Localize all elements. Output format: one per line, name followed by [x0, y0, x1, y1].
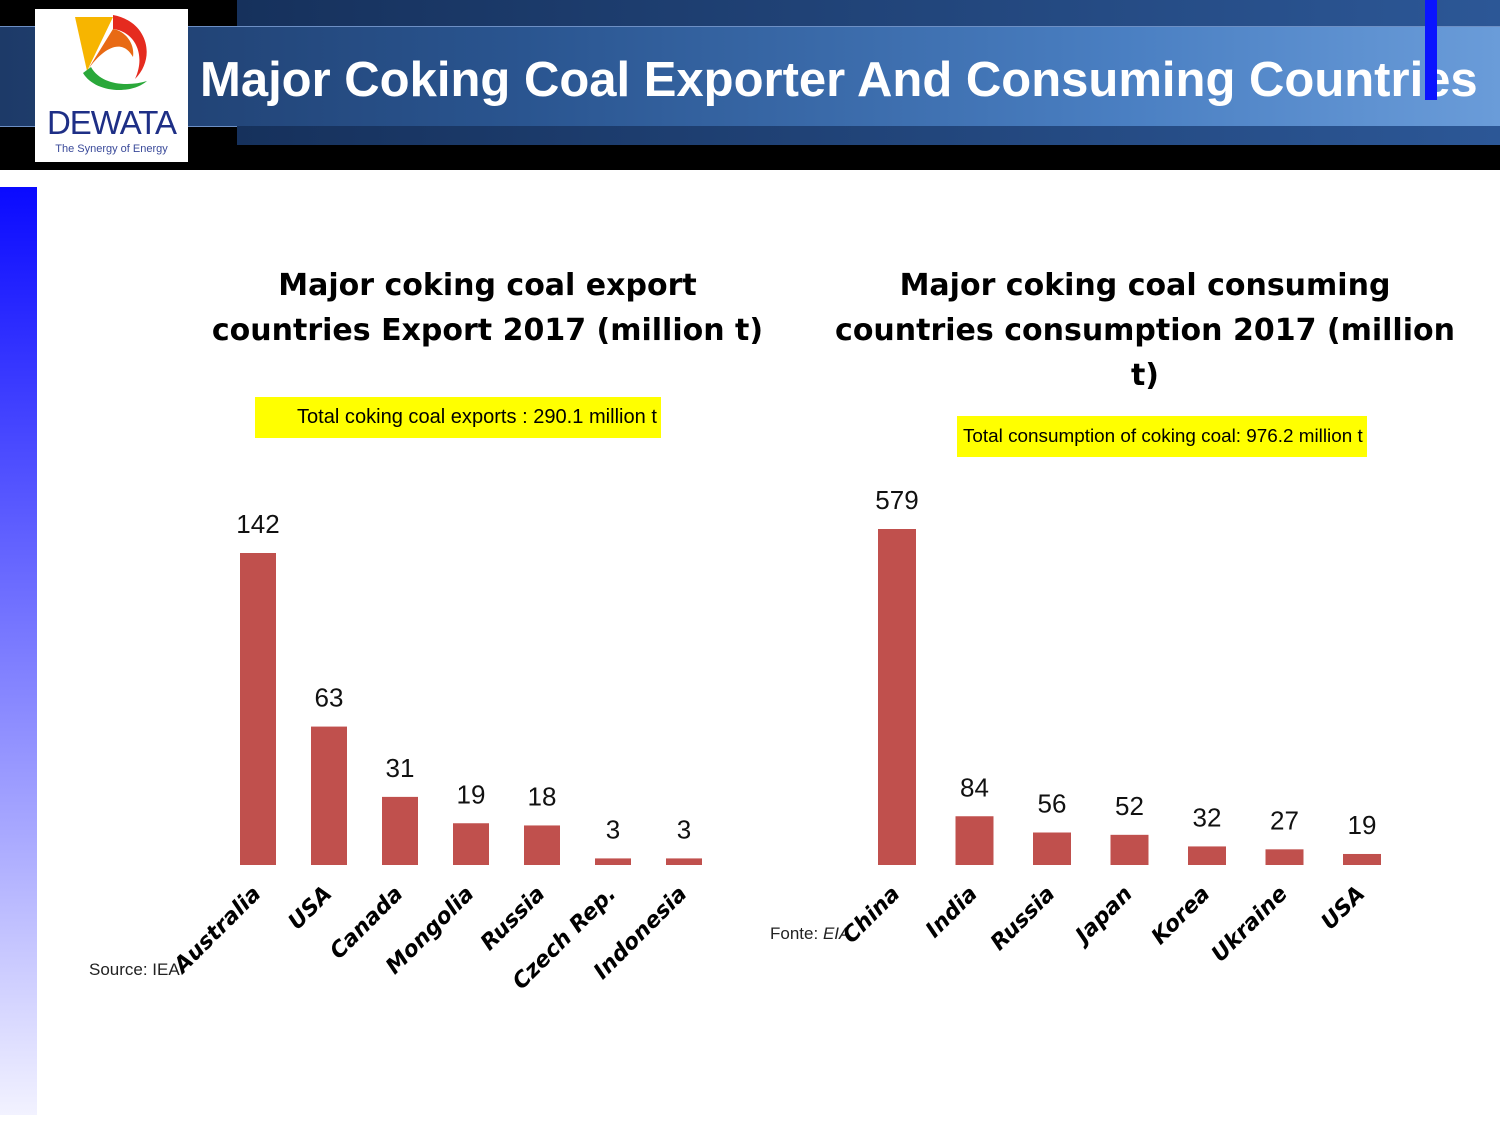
category-label: Russia: [986, 882, 1060, 956]
value-label: 3: [677, 814, 691, 844]
value-label: 31: [386, 753, 415, 783]
value-label: 579: [875, 485, 918, 515]
source-name: EIA: [822, 924, 851, 943]
category-label: USA: [1317, 882, 1371, 936]
value-label: 56: [1038, 789, 1067, 819]
category-label: Australia: [168, 882, 266, 980]
dewata-logo-mark-icon: [75, 15, 147, 91]
value-label: 84: [960, 772, 989, 802]
accent-bar: [1425, 0, 1437, 100]
header-bottom-strip: [237, 126, 1500, 145]
export-chart-title: Major coking coal export countries Expor…: [211, 268, 764, 348]
value-label: 32: [1193, 802, 1222, 832]
value-label: 142: [236, 509, 279, 539]
category-label: Korea: [1147, 882, 1215, 950]
value-label: 63: [315, 683, 344, 713]
slide-title: Major Coking Coal Exporter And Consuming…: [200, 53, 1478, 107]
dewata-logo: DEWATA The Synergy of Energy: [35, 9, 188, 162]
consumption-chart-title: Major coking coal consuming countries co…: [835, 268, 1455, 393]
header-gradient: [0, 26, 1500, 127]
category-label: Japan: [1068, 882, 1138, 952]
logo-wordmark: DEWATA: [46, 104, 177, 141]
bar-mongolia-export: [453, 823, 489, 865]
bar-russia-consumption: [1033, 832, 1071, 865]
category-label: Ukraine: [1207, 882, 1293, 968]
bar-canada-export: [382, 796, 418, 865]
category-label: China: [838, 882, 905, 949]
export-source-note: Source: IEA: [89, 960, 180, 979]
source-label: Fonte:: [770, 924, 819, 943]
bar-korea-consumption: [1188, 846, 1226, 865]
category-label: USA: [284, 882, 338, 936]
bar-russia-export: [524, 825, 560, 865]
bar-japan-consumption: [1110, 834, 1149, 865]
bar-china-consumption: [878, 529, 916, 865]
value-label: 52: [1115, 791, 1144, 821]
value-label: 27: [1270, 805, 1299, 835]
consumption-total-annotation: Total consumption of coking coal: 976.2 …: [957, 416, 1367, 457]
bar-czech-rep-export: [595, 858, 631, 865]
bar-indonesia-export: [666, 858, 702, 865]
header-top-strip: [237, 0, 1500, 26]
value-label: 19: [1348, 810, 1377, 840]
bar-india-consumption: [955, 816, 994, 865]
export-total-annotation: Total coking coal exports : 290.1 millio…: [255, 397, 661, 438]
category-label: India: [921, 882, 983, 944]
bar-ukraine-consumption: [1265, 849, 1304, 865]
value-label: 19: [457, 779, 486, 809]
value-label: 3: [606, 814, 620, 844]
consumption-source-note: Fonte: EIA: [770, 924, 850, 944]
bar-usa-consumption: [1343, 853, 1381, 865]
bar-usa-export: [311, 726, 347, 865]
side-gradient-bar: [0, 187, 37, 1115]
bar-australia-export: [240, 553, 276, 865]
logo-tagline: The Synergy of Energy: [55, 143, 168, 155]
value-label: 18: [528, 781, 557, 811]
